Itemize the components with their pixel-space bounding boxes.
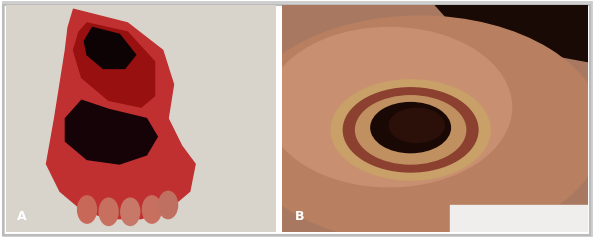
Ellipse shape [236, 16, 594, 237]
Polygon shape [84, 27, 135, 68]
Ellipse shape [78, 196, 96, 223]
Polygon shape [435, 5, 588, 62]
Polygon shape [74, 23, 154, 107]
Bar [274, 5, 283, 232]
Text: B: B [295, 210, 304, 223]
Ellipse shape [331, 80, 490, 180]
Ellipse shape [143, 196, 162, 223]
Ellipse shape [389, 108, 444, 142]
Polygon shape [65, 100, 157, 164]
Text: A: A [17, 210, 26, 223]
Ellipse shape [356, 96, 466, 164]
Ellipse shape [343, 88, 478, 172]
Ellipse shape [99, 198, 118, 225]
Ellipse shape [121, 198, 140, 225]
Ellipse shape [159, 191, 178, 219]
Polygon shape [46, 9, 195, 219]
Ellipse shape [371, 103, 450, 153]
FancyBboxPatch shape [3, 2, 591, 235]
Bar [450, 205, 588, 232]
Ellipse shape [267, 27, 511, 187]
